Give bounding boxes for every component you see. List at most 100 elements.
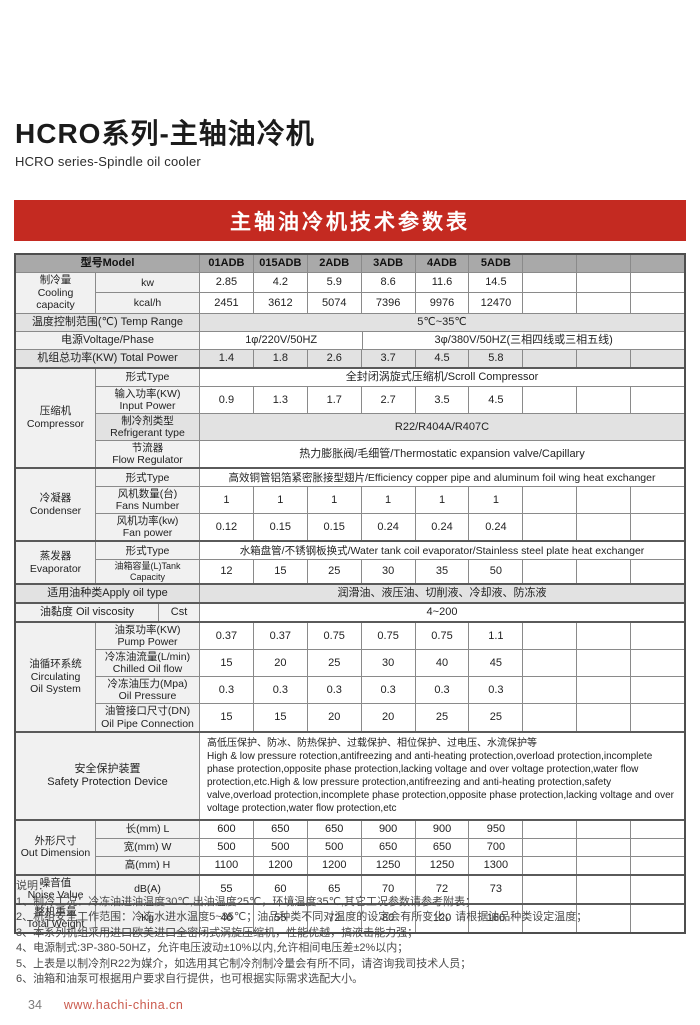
data-cell: 80	[360, 904, 415, 932]
data-cell: 全封闭涡旋式压缩机/Scroll Compressor	[199, 368, 684, 386]
data-cell: 4.5	[414, 349, 469, 367]
data-cell	[576, 293, 630, 313]
data-cell: 1	[468, 487, 522, 514]
data-cell: 1200	[252, 856, 307, 874]
data-cell: 0.15	[252, 514, 307, 541]
data-cell: 5074	[306, 293, 361, 313]
label-cell: 油泵功率(KW) Pump Power	[96, 623, 199, 650]
data-cell: 0.15	[306, 514, 361, 541]
data-cell: 600	[199, 820, 253, 838]
data-cell	[576, 704, 630, 731]
data-cell: 65	[306, 875, 361, 903]
data-cell	[630, 704, 684, 731]
data-cell: 15	[199, 704, 253, 731]
section-banner-title: 主轴油冷机技术参数表	[230, 210, 470, 234]
label-cell: kcal/h	[96, 293, 199, 313]
notes-block: 说明： 1、制冷工况：冷冻油进油温度30℃,出油温度25℃，环境温度35℃,其它…	[16, 879, 684, 988]
data-cell	[630, 650, 684, 677]
data-cell: 55	[252, 904, 307, 932]
data-cell: 高效铜管铝箔紧密胀接型翅片/Efficiency copper pipe and…	[199, 469, 684, 487]
table-section: 噪音值 Noise Value dB(A) 55 60 65 70 72 73	[16, 873, 684, 903]
data-cell: 0.12	[199, 514, 253, 541]
table-row: 高(mm) H 1100 1200 1200 1250 1250 1300	[96, 855, 684, 874]
data-cell: 500	[199, 838, 253, 856]
data-cell: 1.8	[252, 349, 307, 367]
row-group-label: 油循环系统 Circulating Oil System	[16, 623, 96, 731]
data-cell	[630, 856, 684, 874]
spec-table: 型号Model 01ADB 015ADB 2ADB 3ADB 4ADB 5ADB 制冷量 Co…	[14, 253, 686, 934]
data-cell	[630, 623, 684, 650]
data-cell: 500	[306, 838, 361, 856]
website-link[interactable]: www.hachi-china.cn	[63, 998, 184, 1012]
data-cell	[630, 293, 684, 313]
table-row: 节流器 Flow Regulator 热力膨胀阀/毛细管/Thermostatic…	[96, 440, 684, 468]
data-cell: 0.3	[252, 677, 307, 704]
data-cell	[630, 514, 684, 541]
data-cell: 5℃~35℃	[199, 313, 684, 331]
data-cell: 5ADB	[468, 255, 523, 272]
data-cell: 55	[199, 875, 253, 903]
data-cell	[522, 560, 576, 584]
label-cell: 制冷剂类型 Refrigerant type	[96, 413, 199, 441]
data-cell	[576, 838, 630, 856]
data-cell: 1.7	[306, 386, 361, 413]
table-section: 压缩机 Compressor 形式Type 全封闭涡旋式压缩机/Scroll Com…	[16, 366, 684, 468]
data-cell	[576, 677, 630, 704]
data-cell: 0.75	[414, 623, 469, 650]
data-cell: 0.75	[360, 623, 415, 650]
table-section: 整机重量 Total Weight Kg 46 55 72 80 120 160	[16, 902, 684, 932]
label-cell: 宽(mm) W	[96, 838, 199, 856]
data-cell: 水箱盘管/不锈钢板换式/Water tank coil evaporator/S…	[199, 542, 684, 560]
data-cell	[576, 875, 630, 903]
page-title: HCRO系列-主轴油冷机	[15, 118, 315, 149]
data-cell: 650	[306, 820, 361, 838]
label-cell: 适用油种类Apply oil type	[16, 585, 199, 603]
data-cell	[576, 856, 630, 874]
data-cell: 0.3	[306, 677, 361, 704]
table-row: dB(A) 55 60 65 70 72 73	[96, 875, 684, 903]
data-cell: 润滑油、液压油、切削液、冷却液、防冻液	[199, 585, 684, 603]
data-cell: 0.9	[199, 386, 253, 413]
page-subtitle: HCRO series-Spindle oil cooler	[15, 154, 201, 170]
table-section: 温度控制范围(℃) Temp Range 5℃~35℃	[16, 312, 684, 331]
data-cell: 3ADB	[360, 255, 415, 272]
data-cell	[576, 386, 630, 413]
data-cell: 1φ/220V/50HZ	[199, 331, 362, 349]
note-line: 6、油箱和油泵可根据用户要求自行提供，也可根据实际需求选配大小。	[16, 973, 364, 985]
data-cell: 1	[414, 487, 469, 514]
data-cell: 160	[468, 904, 522, 932]
table-row: Kg 46 55 72 80 120 160	[96, 904, 684, 932]
data-cell	[522, 349, 577, 367]
table-row: 冷冻油压力(Mpa) Oil Pressure 0.3 0.3 0.3 0.3 0.3 0.…	[96, 676, 684, 704]
table-row: 温度控制范围(℃) Temp Range 5℃~35℃	[16, 313, 684, 331]
table-section: 机组总功率(KW) Total Power 1.4 1.8 2.6 3.7 4.5 5.8	[16, 348, 685, 367]
row-group-label: 蒸发器 Evaporator	[16, 542, 96, 584]
note-line: 4、电源制式:3P-380-50HZ，允许电压波动±10%以内,允许相间电压差±…	[16, 942, 409, 954]
data-cell: 2.85	[199, 273, 253, 293]
data-cell: 20	[252, 650, 307, 677]
data-cell: 2.6	[306, 349, 361, 367]
data-cell	[630, 487, 684, 514]
data-cell: 015ADB	[252, 255, 307, 272]
data-cell	[522, 293, 576, 313]
data-cell: 3.5	[414, 386, 469, 413]
row-group-label: 冷凝器 Condenser	[16, 469, 96, 541]
data-cell: 35	[414, 560, 469, 584]
data-cell	[522, 704, 576, 731]
data-cell	[522, 386, 576, 413]
data-cell: 3φ/380V/50HZ(三相四线或三相五线)	[362, 331, 684, 349]
label-cell: 油管接口尺寸(DN) Oil Pipe Connection	[96, 704, 199, 731]
data-cell: 1250	[414, 856, 469, 874]
data-cell: 1	[199, 487, 253, 514]
data-cell	[630, 273, 684, 293]
label-cell: 节流器 Flow Regulator	[96, 441, 199, 468]
data-cell	[630, 904, 684, 932]
table-row: 电源Voltage/Phase 1φ/220V/50HZ 3φ/380V/50HZ(…	[16, 331, 684, 349]
data-cell: 25	[306, 650, 361, 677]
data-cell: 2ADB	[306, 255, 361, 272]
data-cell	[522, 255, 577, 272]
data-cell: 50	[468, 560, 522, 584]
label-cell: kw	[96, 273, 199, 293]
data-cell: 0.3	[199, 677, 253, 704]
